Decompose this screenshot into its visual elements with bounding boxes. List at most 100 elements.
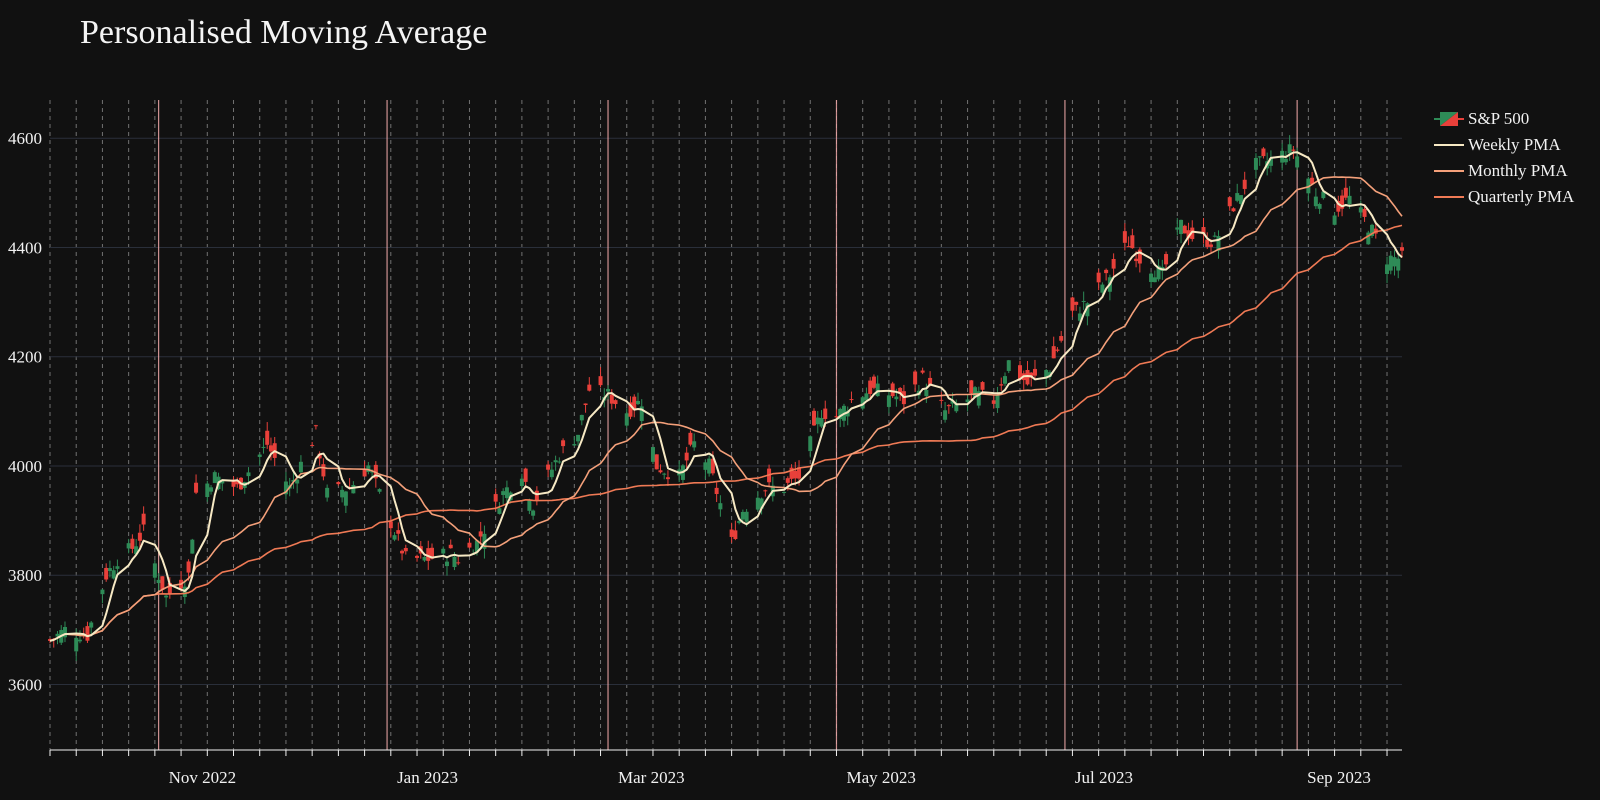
legend-label-sp500: S&P 500 bbox=[1468, 109, 1530, 128]
legend-item-monthly[interactable]: Monthly PMA bbox=[1434, 158, 1574, 184]
candle-body bbox=[1313, 196, 1318, 207]
candle-body bbox=[976, 391, 981, 406]
candle-body bbox=[317, 453, 322, 459]
candle-body bbox=[426, 548, 431, 561]
candle-body bbox=[1291, 149, 1296, 151]
candle-body bbox=[1003, 376, 1008, 384]
candle-body bbox=[969, 380, 974, 394]
candle-body bbox=[1231, 208, 1236, 212]
candle-body bbox=[639, 406, 644, 422]
candle-body bbox=[946, 405, 951, 407]
candle-body bbox=[362, 469, 367, 477]
candle-body bbox=[1029, 372, 1034, 378]
candle-body bbox=[1081, 300, 1086, 302]
candle-body bbox=[1152, 277, 1157, 283]
candle-body bbox=[1366, 232, 1371, 245]
candle-body bbox=[812, 410, 817, 426]
candle-body bbox=[1104, 269, 1109, 274]
candle-body bbox=[268, 445, 273, 452]
x-tick-label: Nov 2022 bbox=[169, 768, 237, 787]
x-tick-label: Jan 2023 bbox=[397, 768, 458, 787]
candle-body bbox=[785, 478, 790, 483]
candle-body bbox=[152, 563, 157, 578]
candle-body bbox=[1283, 158, 1288, 163]
candle-body bbox=[246, 472, 251, 477]
candle-body bbox=[759, 498, 764, 509]
candle-body bbox=[1336, 200, 1341, 212]
candle-body bbox=[740, 511, 745, 520]
candle-body bbox=[501, 491, 506, 496]
candle-body bbox=[613, 400, 618, 405]
candle-body bbox=[1130, 235, 1135, 249]
candle-body bbox=[1253, 157, 1258, 170]
candle-body bbox=[1287, 144, 1292, 154]
candle-body bbox=[954, 403, 959, 412]
candle-body bbox=[924, 389, 929, 397]
candle-body bbox=[898, 387, 903, 394]
candle-body bbox=[572, 444, 577, 446]
candle-body bbox=[283, 481, 288, 495]
candle-body bbox=[1242, 179, 1247, 189]
candle-body bbox=[261, 446, 266, 448]
candle-body bbox=[497, 508, 502, 514]
candle-body bbox=[1208, 244, 1213, 247]
candle-body bbox=[650, 447, 655, 462]
candle-body bbox=[684, 452, 689, 461]
candle-body bbox=[1261, 148, 1266, 157]
candle-body bbox=[928, 377, 933, 386]
candle-body bbox=[733, 530, 738, 539]
candle-body bbox=[1051, 346, 1056, 359]
candle-body bbox=[448, 544, 453, 549]
candle-body bbox=[205, 483, 210, 498]
candle-body bbox=[130, 538, 135, 549]
candle-body bbox=[838, 408, 843, 420]
candle-body bbox=[875, 383, 880, 397]
moving-average-layer bbox=[49, 151, 1403, 642]
x-tick-label: Jul 2023 bbox=[1075, 768, 1133, 787]
candle-body bbox=[576, 434, 581, 442]
candle-body bbox=[965, 399, 970, 403]
candle-body bbox=[504, 487, 509, 499]
candle-body bbox=[1310, 177, 1315, 185]
candle-body bbox=[1134, 258, 1139, 262]
candle-body bbox=[340, 489, 345, 498]
candle-body bbox=[890, 383, 895, 397]
candle-body bbox=[797, 467, 802, 479]
candle-body bbox=[1257, 156, 1262, 158]
candle-body bbox=[534, 490, 539, 501]
candle-body bbox=[920, 370, 925, 373]
candle-body bbox=[654, 454, 659, 470]
candle-body bbox=[115, 566, 120, 569]
legend-item-weekly[interactable]: Weekly PMA bbox=[1434, 132, 1574, 158]
candle-body bbox=[1077, 313, 1082, 321]
candle-body bbox=[871, 376, 876, 388]
candle-body bbox=[943, 410, 948, 420]
candle-body bbox=[156, 579, 161, 584]
candle-body bbox=[137, 532, 142, 541]
candles-layer bbox=[48, 135, 1404, 661]
candle-body bbox=[190, 539, 195, 554]
candle-body bbox=[845, 410, 850, 417]
candle-body bbox=[370, 471, 375, 473]
candle-body bbox=[1268, 157, 1273, 166]
candle-body bbox=[823, 408, 828, 419]
y-tick-label: 3600 bbox=[8, 675, 42, 694]
candle-body bbox=[1216, 236, 1221, 251]
candle-body bbox=[441, 548, 446, 554]
candle-body bbox=[1126, 246, 1131, 248]
line-swatch-icon bbox=[1434, 170, 1464, 172]
candle-body bbox=[104, 567, 109, 580]
candle-body bbox=[220, 480, 225, 484]
candle-body bbox=[1044, 370, 1049, 379]
legend-item-sp500[interactable]: S&P 500 bbox=[1434, 106, 1574, 132]
candle-body bbox=[635, 400, 640, 405]
candle-body bbox=[1347, 195, 1352, 205]
candle-body bbox=[519, 478, 524, 486]
legend-item-quarterly[interactable]: Quarterly PMA bbox=[1434, 184, 1574, 210]
candle-body bbox=[1096, 272, 1101, 283]
candle-body bbox=[628, 402, 633, 417]
candle-body bbox=[658, 470, 663, 473]
y-tick-label: 4000 bbox=[8, 457, 42, 476]
candle-body bbox=[1370, 224, 1375, 236]
candle-body bbox=[710, 458, 715, 474]
